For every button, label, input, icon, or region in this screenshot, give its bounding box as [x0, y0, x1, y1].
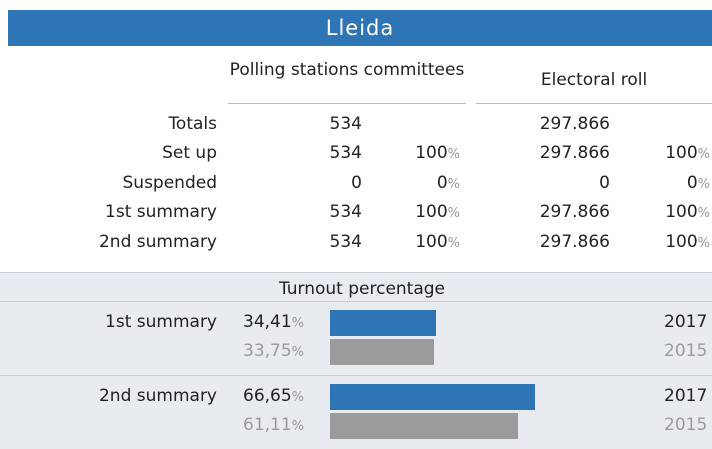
- percentage: 0%: [687, 173, 710, 195]
- turnout-bar: [330, 310, 436, 336]
- turnout-number: 34,41: [243, 312, 292, 332]
- column-header: Electoral roll: [540, 70, 648, 90]
- percent-sign: %: [291, 419, 305, 434]
- stations-count: 534: [329, 143, 362, 163]
- year-label: 2015: [664, 415, 708, 435]
- percent-sign: %: [697, 177, 710, 192]
- year-label: 2017: [664, 312, 708, 332]
- percentage: 100%: [665, 232, 710, 254]
- percent-value: 100: [415, 232, 448, 252]
- percent-value: 100: [415, 202, 448, 222]
- percent-sign: %: [697, 147, 710, 162]
- header-title: Lleida: [325, 16, 395, 40]
- year-label: 2017: [664, 386, 708, 406]
- column-header: Polling stations committees: [229, 60, 465, 80]
- stations-count: 534: [329, 202, 362, 222]
- percent-value: 100: [665, 202, 698, 222]
- percentage: 100%: [665, 202, 710, 224]
- percent-value: 100: [415, 143, 448, 163]
- percent-sign: %: [447, 236, 460, 251]
- roll-count: 297.866: [539, 202, 610, 222]
- turnout-bar: [330, 339, 434, 365]
- roll-count: 0: [599, 173, 610, 193]
- percent-sign: %: [291, 316, 305, 331]
- turnout-label: 2nd summary: [98, 386, 217, 406]
- roll-count: 297.866: [539, 114, 610, 134]
- stations-count: 534: [329, 114, 362, 134]
- percent-sign: %: [697, 236, 710, 251]
- separator: [0, 375, 712, 376]
- turnout-bar: [330, 384, 535, 410]
- roll-count: 297.866: [539, 143, 610, 163]
- turnout-label: 1st summary: [105, 312, 217, 332]
- column-underline: [476, 103, 712, 104]
- row-label: Totals: [168, 114, 217, 134]
- turnout-number: 33,75: [243, 341, 292, 361]
- turnout-value: 34,41%: [243, 312, 304, 334]
- turnout-number: 61,11: [243, 415, 292, 435]
- percent-sign: %: [697, 206, 710, 221]
- percentage: 0%: [437, 173, 460, 195]
- header-bar: [8, 10, 712, 46]
- turnout-title: Turnout percentage: [278, 279, 446, 299]
- percent-value: 100: [665, 232, 698, 252]
- turnout-value: 61,11%: [243, 415, 304, 437]
- separator: [0, 301, 712, 302]
- percentage: 100%: [665, 143, 710, 165]
- percent-sign: %: [447, 147, 460, 162]
- row-label: Set up: [162, 143, 217, 163]
- percent-sign: %: [447, 206, 460, 221]
- stations-count: 0: [351, 173, 362, 193]
- percent-sign: %: [291, 345, 305, 360]
- percentage: 100%: [415, 232, 460, 254]
- percent-value: 100: [665, 143, 698, 163]
- roll-count: 297.866: [539, 232, 610, 252]
- row-label: 1st summary: [105, 202, 217, 222]
- percentage: 100%: [415, 202, 460, 224]
- turnout-value: 33,75%: [243, 341, 304, 363]
- percent-value: 0: [686, 173, 698, 193]
- column-underline: [228, 103, 466, 104]
- turnout-number: 66,65: [243, 386, 292, 406]
- percent-value: 0: [436, 173, 448, 193]
- year-label: 2015: [664, 341, 708, 361]
- percent-sign: %: [447, 177, 460, 192]
- turnout-value: 66,65%: [243, 386, 304, 408]
- turnout-bar: [330, 413, 518, 439]
- percentage: 100%: [415, 143, 460, 165]
- percent-sign: %: [291, 390, 305, 405]
- row-label: Suspended: [122, 173, 218, 193]
- stations-count: 534: [329, 232, 362, 252]
- row-label: 2nd summary: [98, 232, 217, 252]
